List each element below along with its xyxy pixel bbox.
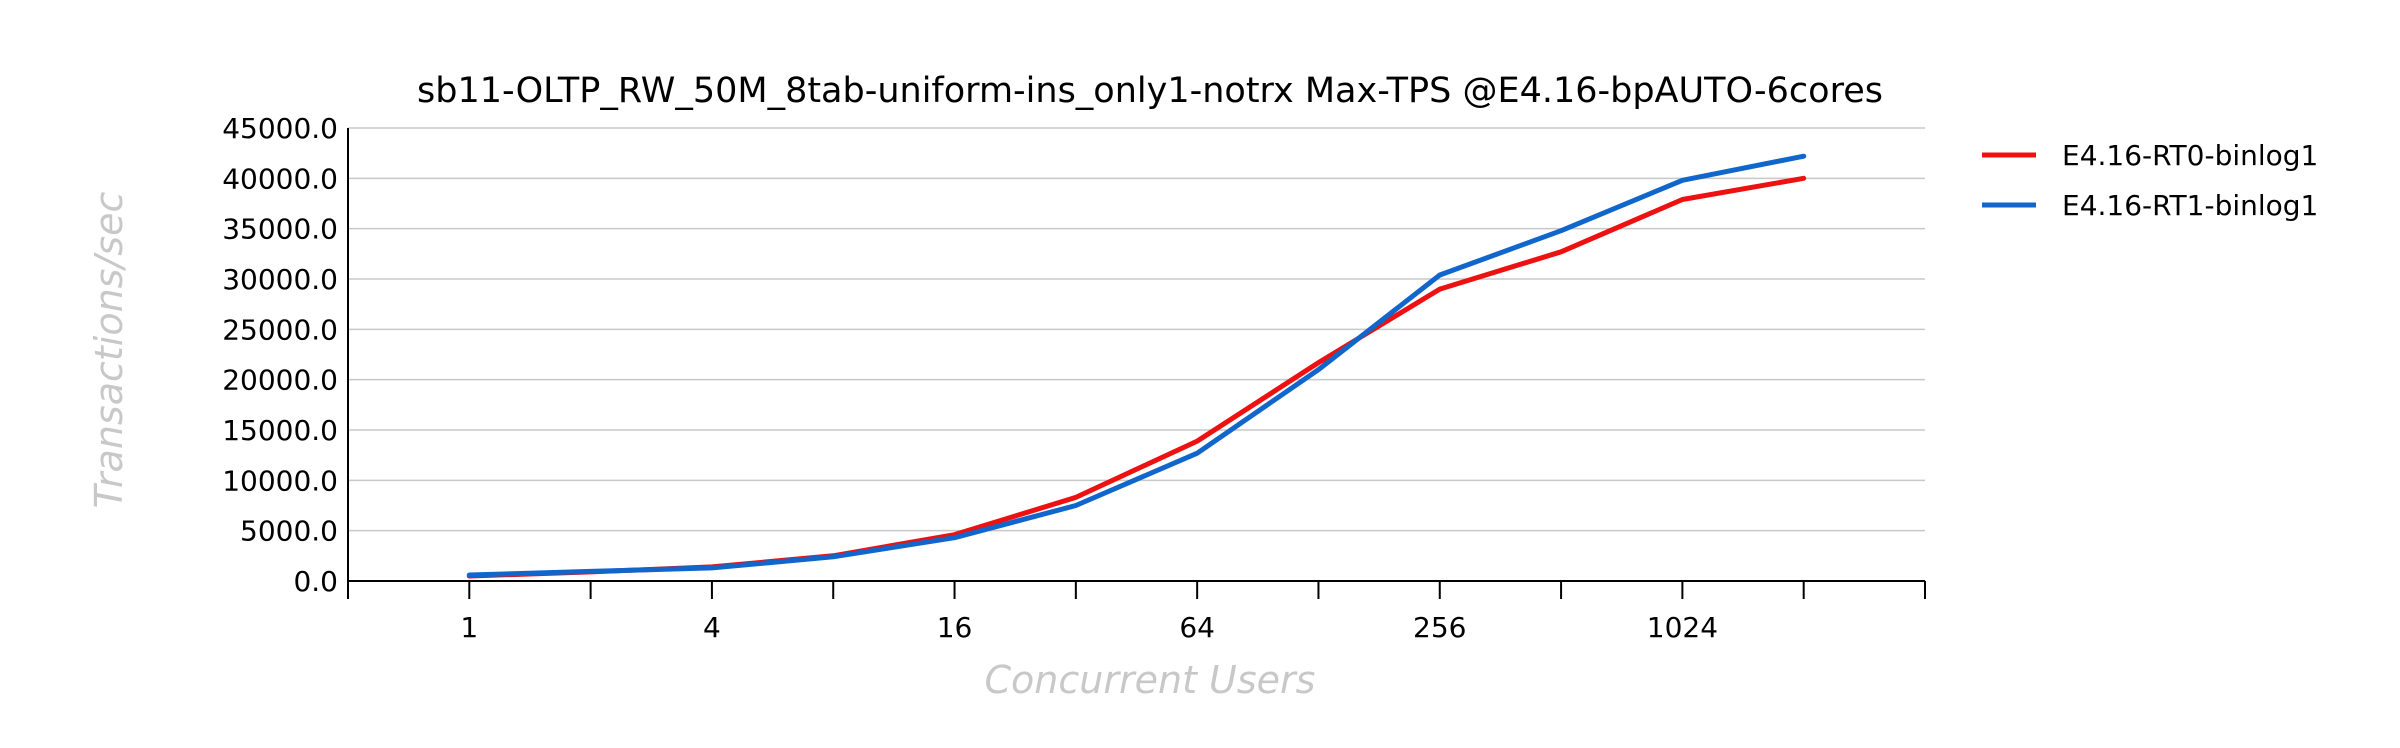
x-axis-label: Concurrent Users [985, 658, 1316, 702]
y-axis-label: Transactions/sec [87, 192, 131, 509]
y-tick-label: 25000.0 [222, 313, 338, 346]
y-tick-label: 15000.0 [222, 414, 338, 447]
y-tick-label: 40000.0 [222, 162, 338, 195]
gridlines [348, 127, 1925, 532]
series-line-e4.16-rt0-binlog1 [466, 175, 1807, 579]
y-tick-label: 30000.0 [222, 263, 338, 296]
legend: E4.16-RT0-binlog1 E4.16-RT1-binlog1 [1982, 139, 2318, 222]
y-tick-label: 45000.0 [222, 112, 338, 145]
x-tick-label: 4 [703, 611, 721, 644]
series-lines [466, 153, 1807, 579]
x-tick-label: 16 [937, 611, 973, 644]
axes [347, 128, 1926, 599]
legend-label: E4.16-RT1-binlog1 [2062, 189, 2318, 222]
y-tick-label: 35000.0 [222, 213, 338, 246]
chart-title: sb11-OLTP_RW_50M_8tab-uniform-ins_only1-… [417, 71, 1883, 111]
x-tick-label: 64 [1179, 611, 1215, 644]
y-tick-label: 5000.0 [240, 515, 338, 548]
y-tick-label: 20000.0 [222, 364, 338, 397]
x-tick-labels: 1 4 16 64 256 1024 [460, 611, 1718, 644]
legend-label: E4.16-RT0-binlog1 [2062, 139, 2318, 172]
series-line-e4.16-rt1-binlog1 [466, 153, 1807, 578]
x-tick-label: 256 [1413, 611, 1466, 644]
y-tick-label: 10000.0 [222, 464, 338, 497]
x-tick-label: 1024 [1647, 611, 1718, 644]
y-tick-labels: 0.0 5000.0 10000.0 15000.0 20000.0 25000.0 300… [222, 112, 338, 598]
x-tick-label: 1 [460, 611, 478, 644]
y-tick-label: 0.0 [293, 565, 338, 598]
